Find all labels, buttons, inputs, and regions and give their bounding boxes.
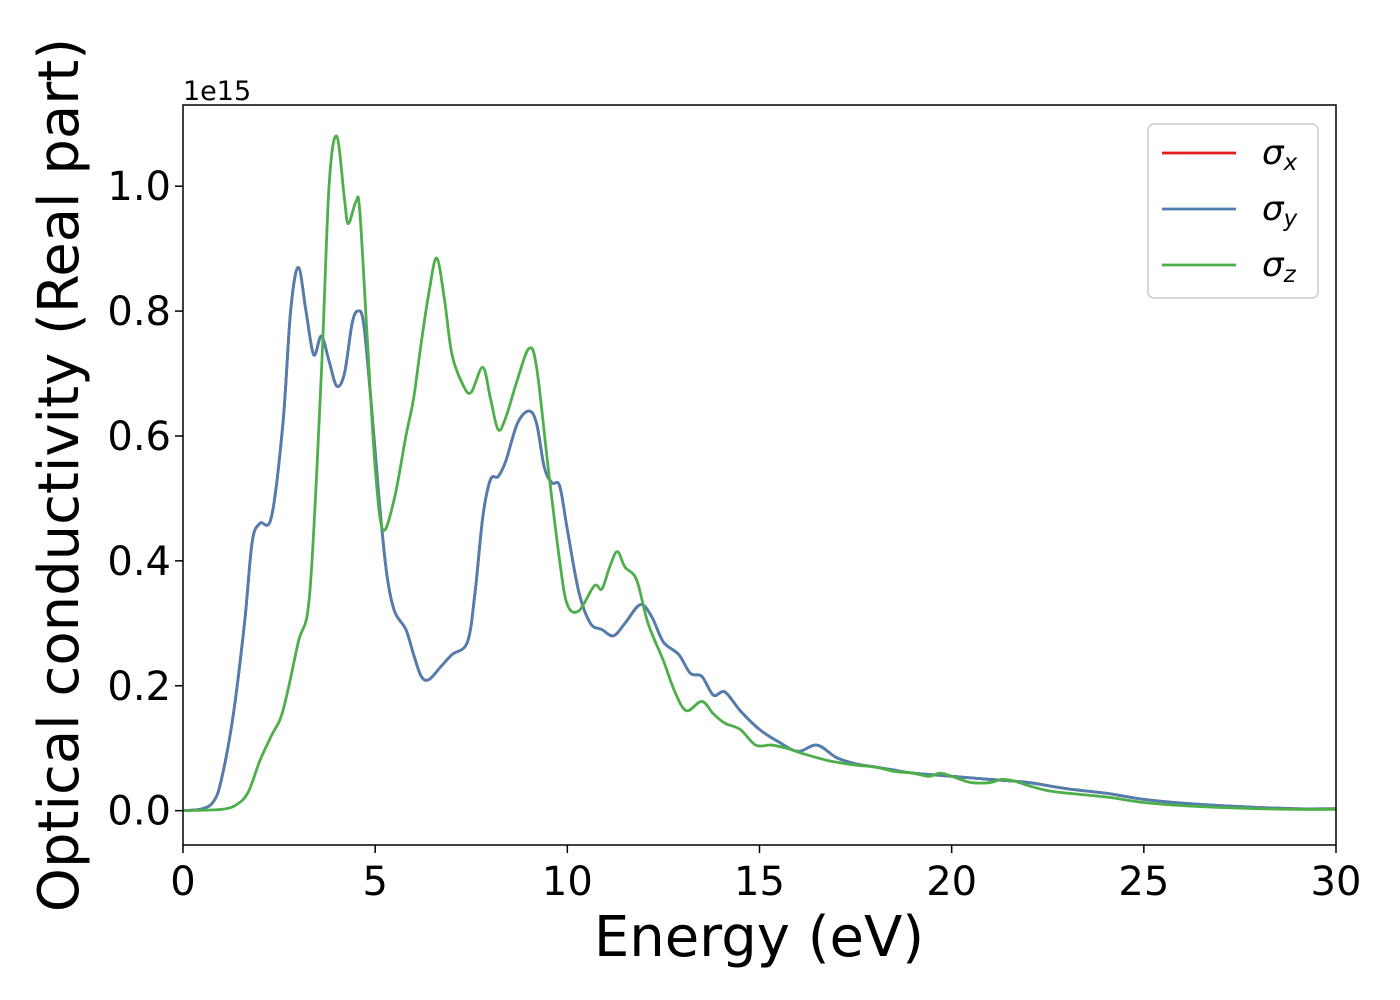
y-axis-title: Optical conductivity (Real part) <box>27 38 92 912</box>
y-tick-label: 0.4 <box>107 539 171 585</box>
series-line-y <box>183 265 1336 813</box>
legend-label-y: σy <box>1262 189 1298 232</box>
y-tick-label: 0.6 <box>107 414 171 460</box>
x-tick-label: 25 <box>1118 859 1169 905</box>
x-tick-label: 20 <box>926 859 977 905</box>
y-offset-label: 1e15 <box>183 76 251 107</box>
series-layer <box>183 134 1336 813</box>
y-axis: 0.0 0.2 0.4 0.6 0.8 1.0 <box>107 164 183 835</box>
y-tick-label: 0.8 <box>107 289 171 335</box>
y-tick-label: 0.0 <box>107 789 171 835</box>
x-tick-label: 10 <box>542 859 593 905</box>
x-tick-label: 0 <box>170 859 195 905</box>
legend: σx σy σz <box>1147 123 1319 299</box>
x-axis: 0 5 10 15 20 25 30 <box>170 845 1361 905</box>
y-tick-label: 1.0 <box>107 164 171 210</box>
series-line-z <box>183 134 1336 813</box>
x-tick-label: 30 <box>1311 859 1362 905</box>
x-tick-label: 5 <box>362 859 387 905</box>
x-axis-title: Energy (eV) <box>594 905 924 970</box>
legend-label-z: σz <box>1262 245 1297 288</box>
legend-label-x: σx <box>1262 133 1298 176</box>
y-tick-label: 0.2 <box>107 664 171 710</box>
x-tick-label: 15 <box>734 859 785 905</box>
legend-box <box>1147 123 1319 299</box>
